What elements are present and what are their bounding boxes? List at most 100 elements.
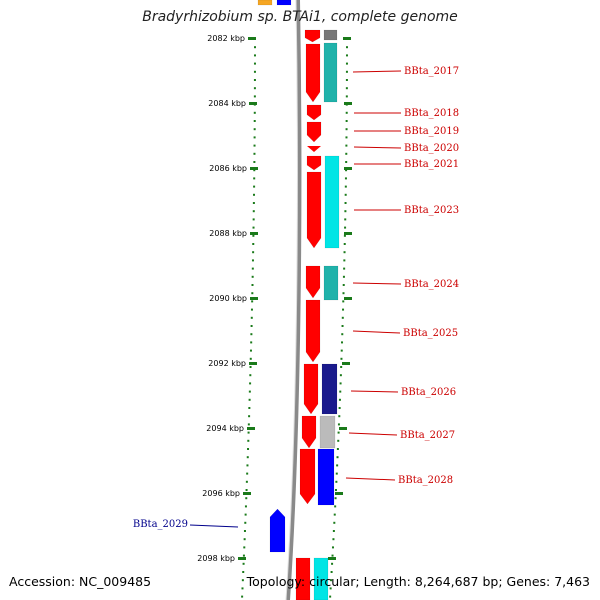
ruler-dot [253,54,256,57]
ruler-dot [250,308,253,311]
tick-mark [249,102,257,105]
gene-label[interactable]: BBta_2026 [401,387,456,398]
ruler-dot [338,407,341,409]
ruler-dot [332,530,335,532]
ruler-dot [253,46,256,49]
ruler-dot [253,95,256,98]
gene-arrow [306,171,322,249]
gene-arrow [305,265,321,299]
ruler-dot [345,136,348,139]
gene-label[interactable]: BBta_2027 [400,430,455,441]
ruler-dot [331,546,334,549]
tick-mark-right [339,427,347,430]
gene-arrow [304,29,321,43]
gene-block [313,557,329,600]
ruler-dot [251,292,254,295]
ruler-dot [334,497,337,500]
ruler-dot [344,185,347,188]
ruler-dot [342,300,345,303]
ruler-dot [253,62,256,65]
gene-arrow [306,155,322,171]
ruler-dot [247,423,250,426]
ruler-dot [334,505,337,508]
gene-label[interactable]: BBta_2029 [133,519,188,530]
label-leader-line [352,70,402,73]
ruler-dot [345,161,348,163]
ruler-dot [252,251,255,254]
gene-label[interactable]: BBta_2020 [404,143,459,154]
ruler-dot [333,521,336,524]
tick-mark-right [344,232,352,235]
gene-arrow [301,415,317,449]
ruler-dot [331,562,334,565]
gene-label[interactable]: BBta_2018 [404,108,459,119]
ruler-dot [345,95,348,98]
gene-block [295,557,311,600]
ruler-dot [249,349,252,352]
ruler-dot [252,234,255,237]
ruler-dot [245,489,248,491]
gene-label[interactable]: BBta_2017 [404,66,459,77]
tick-mark-right [343,37,351,40]
ruler-dot [253,161,256,163]
ruler-dot [344,226,347,229]
tick-label: 2082 kbp [207,34,245,43]
gene-label[interactable]: BBta_2025 [403,328,458,339]
ruler-dot [338,398,341,401]
ruler-dot [345,62,348,65]
backbone-line [286,0,302,600]
tick-mark [250,167,258,170]
ruler-dot [342,275,345,278]
gene-label[interactable]: BBta_2021 [404,159,459,170]
tick-mark [250,232,258,235]
gene-block [323,265,339,301]
ruler-dot [339,374,342,377]
ruler-dot [340,366,343,368]
gene-arrow [307,146,321,152]
ruler-dot [245,497,248,500]
ruler-dot [243,530,246,532]
ruler-dot [241,579,244,582]
ruler-dot [332,538,335,541]
ruler-dot [337,439,340,442]
feature-track [257,0,340,600]
tick-mark [238,557,246,560]
ruler-dot [253,136,256,139]
ruler-dot [248,398,251,401]
ruler-dot [345,169,348,172]
ruler-dot [252,210,255,213]
gene-block [276,0,292,6]
position-ticks: 2082 kbp 2084 kbp 2086 kbp 2088 kbp 2090 kbp… [197,34,352,563]
ruler-dot [344,193,347,196]
ruler-dot [248,415,251,418]
ruler-dot [251,284,254,286]
ruler-dot [336,448,339,450]
gene-label[interactable]: BBta_2028 [398,475,453,486]
label-leader-line [352,282,402,285]
genome-title: Bradyrhizobium sp. BTAi1, complete genom… [142,9,458,25]
gene-label[interactable]: BBta_2023 [404,205,459,216]
tick-mark-right [328,557,336,560]
label-leader-line [189,524,239,528]
ruler-dot [344,202,347,204]
ruler-dot [251,275,254,278]
ruler-dot [245,480,248,483]
ruler-dot [330,571,333,573]
tick-label: 2090 kbp [209,294,247,303]
tick-mark [249,362,257,365]
gene-label[interactable]: BBta_2019 [404,126,459,137]
ruler-dot [341,341,344,344]
gene-label[interactable]: BBta_2024 [404,279,459,290]
tick-label: 2086 kbp [209,164,247,173]
gene-block [319,415,336,449]
ruler-dot [242,562,245,565]
ruler-dot [246,464,249,467]
ruler-dot [253,70,256,73]
ruler-dot [252,193,255,196]
gene-arrow [306,104,322,121]
ruler-dot [253,152,256,155]
ruler-dot [243,546,246,549]
ruler-dot [246,456,249,459]
ruler-dot [341,325,344,327]
